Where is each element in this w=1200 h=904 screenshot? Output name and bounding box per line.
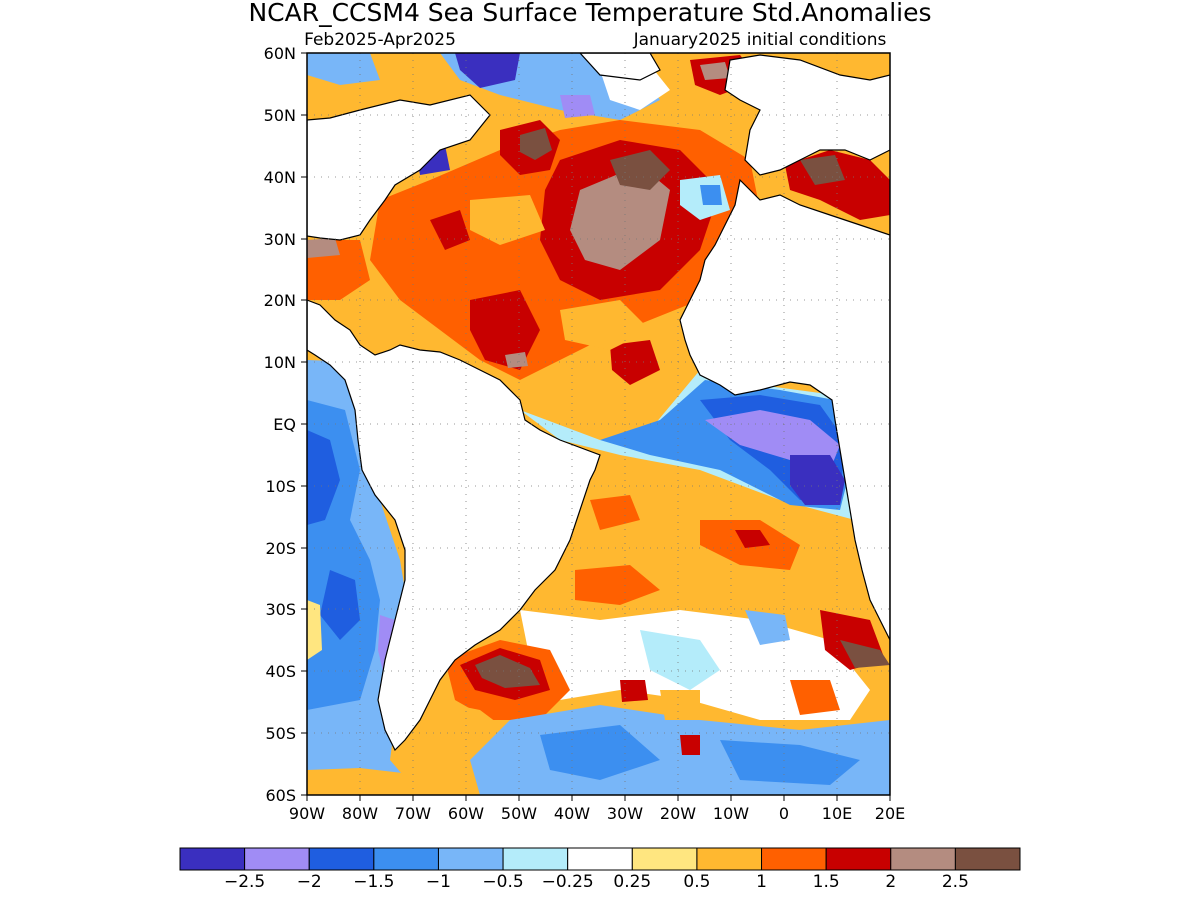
lat-label: 50S [265, 724, 296, 743]
lat-label: 40N [264, 168, 296, 187]
colorbar-swatch [502, 847, 569, 871]
lon-label: 60W [448, 804, 484, 823]
graticule [307, 53, 890, 795]
lat-label: 10S [265, 477, 296, 496]
land-greenland [579, 53, 661, 81]
anomaly-region [307, 238, 340, 258]
anomaly-region [680, 735, 700, 755]
colorbar-label: 0.5 [683, 872, 710, 892]
colorbar-swatch [825, 847, 892, 871]
lat-label: 10N [264, 353, 296, 372]
land-north-america [307, 94, 491, 241]
colorbar-swatch [373, 847, 439, 871]
lat-label: 50N [264, 106, 296, 125]
anomaly-region [790, 455, 845, 505]
anomaly-region [610, 340, 660, 385]
lon-label: 0 [779, 804, 789, 823]
colorbar-swatch [244, 847, 310, 871]
colorbar-labels: −2.5 −2 −1.5 −1 −0.5 −0.25 0.25 0.5 1 1.5 2 2.5 [224, 872, 969, 892]
land-africa [679, 178, 890, 795]
anomaly-region [720, 740, 860, 785]
colorbar-label: −1 [426, 872, 451, 892]
anomaly-region [470, 290, 540, 370]
longitude-labels: 90W 80W 70W 60W 50W 40W 30W 20W 10W 0 10… [289, 804, 905, 823]
colorbar-label: −0.5 [482, 872, 523, 892]
colorbar-label: 0.25 [613, 872, 651, 892]
colorbar-swatch [179, 847, 246, 871]
lat-label: 60S [265, 786, 296, 805]
anomaly-region [560, 95, 595, 118]
anomaly-region [307, 600, 322, 660]
anomaly-region [590, 495, 640, 530]
anomaly-region [700, 62, 730, 80]
colorbar-swatch [567, 847, 633, 871]
land-central-america [307, 299, 601, 752]
colorbar [179, 847, 1021, 871]
lon-label: 10E [822, 804, 852, 823]
anomaly-region [790, 680, 840, 715]
lon-label: 90W [289, 804, 325, 823]
lat-label: 30S [265, 600, 296, 619]
lat-label: 60N [264, 44, 296, 63]
colorbar-label: −0.25 [542, 872, 594, 892]
lat-label: EQ [273, 415, 296, 434]
colorbar-label: 2 [885, 872, 896, 892]
anomaly-region [320, 570, 360, 640]
lat-label: 20S [265, 539, 296, 558]
initial-conditions-label: January2025 initial conditions [633, 30, 887, 50]
colorbar-swatch [890, 847, 956, 871]
map-title: NCAR_CCSM4 Sea Surface Temperature Std.A… [248, 0, 931, 27]
anomaly-region [307, 768, 440, 795]
latitude-labels: 60N 50N 40N 30N 20N 10N EQ 10S 20S 30S 4… [264, 44, 296, 805]
anomaly-region [540, 725, 660, 780]
anomaly-region [575, 565, 660, 605]
colorbar-label: −2 [297, 872, 322, 892]
colorbar-label: 2.5 [942, 872, 969, 892]
colorbar-swatch [954, 847, 1021, 871]
anomaly-region [800, 155, 845, 185]
colorbar-swatch [696, 847, 763, 871]
anomaly-region [745, 610, 790, 645]
anomaly-region [620, 680, 648, 702]
lon-label: 40W [554, 804, 590, 823]
lon-label: 20W [660, 804, 696, 823]
anomaly-region [570, 165, 670, 270]
anomaly-region [455, 53, 520, 88]
colorbar-label: −2.5 [224, 872, 265, 892]
anomaly-region [520, 128, 552, 160]
anomaly-region [475, 655, 540, 688]
anomaly-region [640, 630, 720, 690]
land-europe [724, 54, 890, 176]
colorbar-swatch [437, 847, 504, 871]
colorbar-label: 1 [756, 872, 767, 892]
anomaly-region [307, 430, 340, 525]
anomaly-region [560, 300, 650, 350]
colorbar-swatch [631, 847, 698, 871]
anomaly-region [840, 640, 890, 668]
colorbar-swatch [308, 847, 375, 871]
anomaly-region [307, 53, 380, 85]
lat-label: 40S [265, 662, 296, 681]
map-panel [307, 53, 890, 795]
lon-label: 10W [713, 804, 749, 823]
colorbar-label: −1.5 [353, 872, 394, 892]
lat-label: 20N [264, 291, 296, 310]
anomaly-region [700, 185, 722, 205]
anomaly-region [430, 210, 470, 250]
lon-label: 80W [342, 804, 378, 823]
colorbar-swatch [761, 847, 827, 871]
lat-label: 30N [264, 230, 296, 249]
axis-ticks [301, 52, 891, 801]
lon-label: 20E [875, 804, 905, 823]
anomaly-region [470, 195, 545, 245]
anomaly-region [660, 690, 700, 720]
forecast-period-label: Feb2025-Apr2025 [304, 30, 456, 50]
colorbar-label: 1.5 [813, 872, 840, 892]
lon-label: 30W [607, 804, 643, 823]
lon-label: 50W [501, 804, 537, 823]
anomaly-region [505, 352, 528, 368]
anomaly-region [735, 530, 770, 548]
lon-label: 70W [395, 804, 431, 823]
